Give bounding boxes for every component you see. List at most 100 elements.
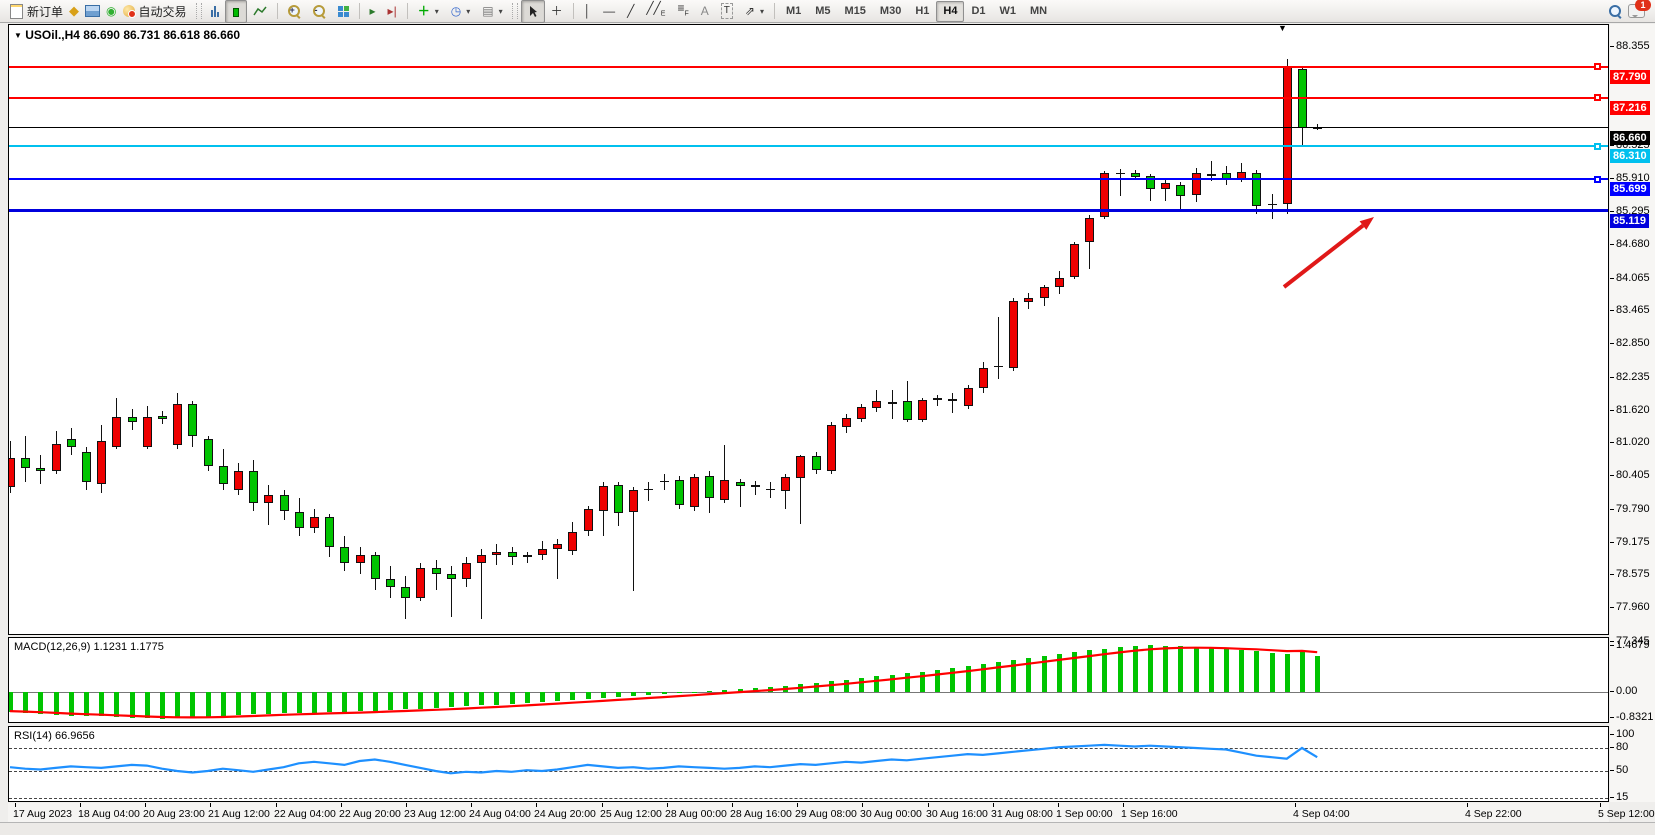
timeframe-button-w1[interactable]: W1 bbox=[999, 4, 1017, 17]
macd-histogram-bar bbox=[1102, 648, 1108, 692]
price-hline-87.216[interactable] bbox=[9, 96, 1608, 99]
candle bbox=[188, 403, 198, 436]
macd-histogram-bar bbox=[23, 692, 29, 714]
macd-histogram-bar bbox=[616, 692, 621, 698]
price-chart-pane[interactable]: ▼ USOil.,H4 86.690 86.731 86.618 86.660 bbox=[8, 24, 1609, 635]
toolbar-grip-2[interactable] bbox=[511, 3, 518, 19]
hline-tool-button[interactable]: — bbox=[597, 0, 621, 23]
zoom-in-icon: + bbox=[287, 4, 301, 19]
time-label: 1 Sep 00:00 bbox=[1056, 808, 1113, 820]
trend-arrow-annotation[interactable] bbox=[9, 25, 1608, 634]
timeframe-button-m30[interactable]: M30 bbox=[879, 4, 902, 17]
rsi-indicator-pane[interactable]: RSI(14) 66.9656 bbox=[8, 726, 1609, 802]
candlestick-chart-button[interactable] bbox=[224, 0, 247, 23]
macd-histogram-bar bbox=[904, 673, 910, 692]
text-label-icon: T bbox=[720, 3, 733, 19]
price-hline-87.790[interactable] bbox=[9, 65, 1608, 68]
macd-histogram-bar bbox=[1193, 647, 1199, 692]
zoom-out-button[interactable]: - bbox=[307, 0, 332, 23]
price-line-badge: 85.699 bbox=[1610, 182, 1650, 197]
zoom-in-button[interactable]: + bbox=[282, 0, 307, 23]
hline-end-handle[interactable] bbox=[1594, 94, 1601, 101]
timeframe-button-m1[interactable]: M1 bbox=[785, 4, 802, 17]
time-label: 18 Aug 04:00 bbox=[78, 808, 140, 820]
cursor-tool-button[interactable] bbox=[520, 0, 545, 23]
search-icon[interactable] bbox=[1609, 4, 1622, 19]
macd-histogram-bar bbox=[1254, 651, 1260, 692]
trendline-tool-button[interactable]: ╱ bbox=[621, 0, 640, 23]
signal-icon[interactable]: ◉ bbox=[106, 4, 117, 18]
candle bbox=[325, 516, 335, 547]
timeframe-bar: M1 M5 M15 M30 H1 H4 D1 W1 MN bbox=[779, 0, 1054, 22]
time-label: 21 Aug 12:00 bbox=[208, 808, 270, 820]
candle-wick bbox=[557, 538, 559, 579]
hline-end-handle[interactable] bbox=[1594, 175, 1601, 183]
macd-histogram-bar bbox=[1239, 650, 1245, 692]
trendline-icon: ╱ bbox=[627, 4, 635, 18]
timeframe-button-h4[interactable]: H4 bbox=[936, 0, 965, 22]
macd-histogram-bar bbox=[768, 686, 773, 692]
market-watch-icon[interactable]: ◆ bbox=[69, 3, 80, 18]
auto-scroll-button[interactable]: ▸ bbox=[364, 0, 382, 23]
macd-scale-label: -0.8321 bbox=[1616, 711, 1654, 723]
vertical-line-icon: │ bbox=[583, 4, 592, 18]
period-button[interactable]: ◷ ▾ bbox=[450, 4, 471, 18]
price-axis[interactable]: 88.35587.74087.12586.52585.91085.29584.6… bbox=[1610, 24, 1655, 803]
price-line-badge: 87.216 bbox=[1610, 100, 1650, 115]
time-axis[interactable]: 17 Aug 2023 18 Aug 04:00 20 Aug 23:00 21 Au… bbox=[8, 803, 1655, 822]
candle bbox=[446, 573, 456, 579]
auto-trading-button[interactable]: 自动交易 bbox=[117, 0, 193, 23]
macd-histogram-bar bbox=[555, 692, 561, 701]
text-tool-button[interactable]: A bbox=[695, 0, 715, 23]
fibonacci-tool-button[interactable]: ≡F bbox=[671, 0, 694, 23]
tile-windows-button[interactable] bbox=[332, 0, 355, 23]
price-hline-86.310[interactable] bbox=[9, 145, 1608, 148]
macd-histogram-bar bbox=[494, 692, 500, 705]
candle bbox=[462, 562, 471, 579]
crosshair-tool-button[interactable]: ＋ bbox=[545, 0, 569, 23]
price-hline-85.119[interactable] bbox=[9, 209, 1608, 213]
candle bbox=[857, 406, 867, 419]
price-hline-86.660[interactable] bbox=[9, 127, 1608, 128]
data-window-button[interactable] bbox=[79, 0, 106, 23]
new-order-button[interactable]: 新订单 bbox=[4, 0, 69, 23]
bar-chart-button[interactable] bbox=[205, 0, 225, 23]
timeframe-button-mn[interactable]: MN bbox=[1030, 4, 1048, 17]
toolbar-grip[interactable] bbox=[195, 3, 202, 19]
price-hline-85.699[interactable] bbox=[9, 178, 1608, 181]
time-label: 30 Aug 16:00 bbox=[926, 808, 988, 820]
timeframe-button-d1[interactable]: D1 bbox=[971, 4, 986, 17]
timeframe-button-m15[interactable]: M15 bbox=[844, 4, 866, 17]
macd-label: MACD(12,26,9) 1.1231 1.1775 bbox=[14, 641, 164, 653]
macd-histogram-bar bbox=[1224, 649, 1229, 692]
chart-shift-marker[interactable]: ▼ bbox=[1278, 23, 1287, 33]
candle bbox=[720, 480, 730, 500]
label-tool-button[interactable]: T bbox=[715, 0, 739, 23]
candle bbox=[401, 587, 411, 598]
timeframe-button-m5[interactable]: M5 bbox=[815, 4, 831, 17]
price-tick bbox=[1610, 442, 1614, 444]
chart-shift-button[interactable]: ▸| bbox=[382, 0, 403, 23]
macd-indicator-pane[interactable]: MACD(12,26,9) 1.1231 1.1775 bbox=[8, 637, 1609, 723]
price-tick-label: 82.235 bbox=[1616, 370, 1650, 383]
candle-wick bbox=[663, 473, 665, 490]
timeframe-button-h1[interactable]: H1 bbox=[915, 4, 930, 17]
template-button[interactable]: ▤ ▾ bbox=[482, 4, 503, 18]
line-chart-button[interactable] bbox=[247, 0, 273, 23]
vline-tool-button[interactable]: │ bbox=[578, 0, 598, 23]
add-indicator-button[interactable]: ＋ ▾ bbox=[417, 4, 439, 18]
time-tick bbox=[1058, 803, 1059, 807]
candle bbox=[51, 444, 61, 471]
symbol-dropdown-icon[interactable]: ▼ bbox=[14, 31, 22, 40]
rsi-scale-tick bbox=[1610, 770, 1614, 771]
notifications-icon[interactable]: 1 bbox=[1628, 0, 1651, 18]
hline-end-handle[interactable] bbox=[1594, 142, 1601, 150]
candle bbox=[1054, 278, 1064, 287]
arrows-tool-button[interactable]: ⇗ ▾ bbox=[744, 4, 764, 18]
candle bbox=[1161, 183, 1171, 189]
candle bbox=[340, 546, 350, 563]
price-line-badge: 86.660 bbox=[1610, 130, 1650, 145]
channel-tool-button[interactable]: ╱╱E bbox=[640, 0, 671, 23]
candle bbox=[264, 495, 274, 504]
hline-end-handle[interactable] bbox=[1594, 63, 1601, 70]
